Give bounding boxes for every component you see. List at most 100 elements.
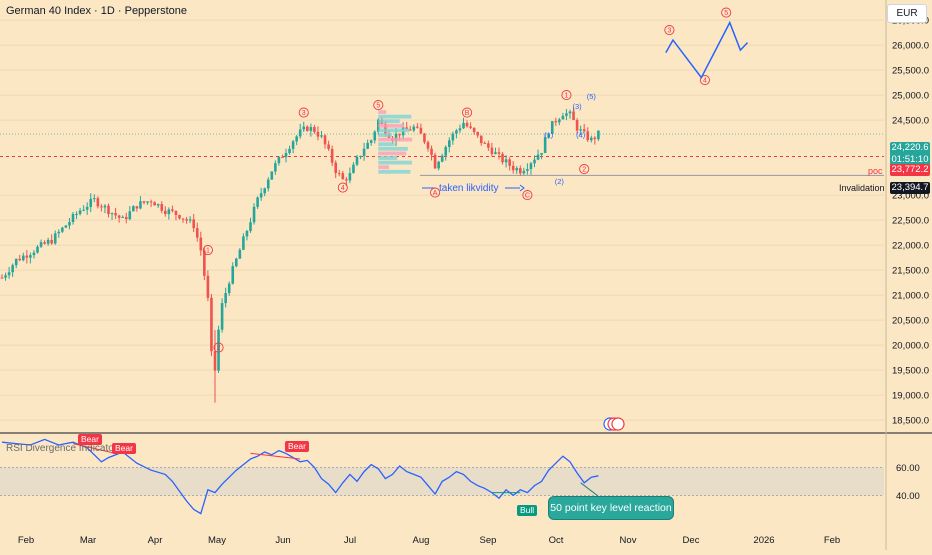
candle-body <box>0 277 4 279</box>
candle-body <box>277 156 281 164</box>
sub-wave-label: (3) <box>573 102 583 111</box>
sub-wave-label: (5) <box>587 92 597 101</box>
candle-body <box>487 143 490 148</box>
candle-body <box>479 135 483 144</box>
candle-body <box>494 152 497 154</box>
candle-body <box>295 136 298 142</box>
candle-body <box>220 303 224 330</box>
wave-marker-circle <box>298 107 309 118</box>
candle-body <box>597 130 600 140</box>
candle-body <box>330 148 334 163</box>
rsi-panel-title: RSI Divergence Indicator 14 <box>6 443 132 454</box>
rsi-bull-label: Bull <box>517 505 538 516</box>
candle-body <box>291 141 295 149</box>
candle-body <box>25 255 29 258</box>
candle-body <box>274 163 277 172</box>
candle-body <box>345 179 348 181</box>
candle-body <box>323 135 327 145</box>
candle-body <box>270 171 274 180</box>
candle-body <box>121 216 124 218</box>
wave-marker-label: 3 <box>667 28 671 35</box>
candle-body <box>547 133 550 138</box>
y-tick-label: 25,000.0 <box>892 91 929 102</box>
candle-body <box>423 133 426 143</box>
projection-path <box>665 20 749 80</box>
wave-marker-circle <box>213 342 224 353</box>
volume-profile-bar <box>378 151 407 156</box>
candle-body <box>149 201 153 203</box>
candle-body <box>167 209 171 215</box>
candle-body <box>433 154 437 169</box>
volume-profile-bar <box>378 137 413 142</box>
candle-body <box>419 127 423 134</box>
candle-body <box>462 122 465 129</box>
wave-marker-circle <box>337 182 348 193</box>
wave-marker-circle <box>561 90 572 101</box>
candle-body <box>256 197 259 207</box>
candle-body <box>195 228 199 238</box>
candle-body <box>451 133 455 141</box>
x-tick-label: Mar <box>80 535 96 546</box>
candle-body <box>64 225 68 228</box>
candle-body <box>575 120 579 131</box>
wave-marker-circle <box>202 245 213 256</box>
wave-marker-label: C <box>525 193 530 200</box>
volume-profile-bar <box>378 110 387 114</box>
candle-body <box>394 133 398 141</box>
candle-body <box>128 211 132 220</box>
candle-body <box>203 250 206 276</box>
x-tick-label: Jul <box>344 535 356 546</box>
candle-body <box>185 219 188 221</box>
volume-profile-bar <box>378 160 412 165</box>
rsi-bear-label: Bear <box>112 443 136 454</box>
candle-body <box>36 246 39 253</box>
callout-pointer <box>580 482 599 497</box>
y-tick-label: 26,000.0 <box>892 41 929 52</box>
candle-body <box>14 258 18 266</box>
candle-body <box>483 143 487 145</box>
candle-body <box>302 126 306 130</box>
liquidity-arrow-head <box>519 184 525 192</box>
candle-body <box>82 209 85 211</box>
candle-body <box>320 135 323 137</box>
candle-body <box>32 252 36 256</box>
candle-body <box>408 129 412 131</box>
volume-profile-bar <box>378 142 395 147</box>
candle-body <box>153 202 156 206</box>
wave-marker-label: 1 <box>206 248 210 255</box>
wave-marker-label: 2 <box>217 345 221 352</box>
candle-body <box>565 113 568 116</box>
candle-body <box>171 209 174 211</box>
candle-body <box>266 179 270 189</box>
candle-body <box>316 131 320 137</box>
x-tick-label: Dec <box>683 535 700 546</box>
candle-body <box>511 165 515 171</box>
current-price-box: 24,220.6 01:51:10 <box>890 142 930 166</box>
candle-body <box>348 173 352 181</box>
candle-body <box>366 142 369 149</box>
candle-body <box>586 131 590 141</box>
candle-body <box>281 156 284 158</box>
volume-profile-bar <box>378 146 408 151</box>
candle-body <box>231 266 235 284</box>
poc-label: poc <box>868 166 883 176</box>
candle-body <box>164 210 167 215</box>
candle-body <box>107 205 110 215</box>
candle-body <box>337 173 341 175</box>
candle-body <box>448 140 451 148</box>
x-tick-label: Apr <box>148 535 163 546</box>
y-tick-label: 20,500.0 <box>892 316 929 327</box>
candle-body <box>178 214 181 219</box>
candle-body <box>504 159 508 163</box>
y-tick-label: 23,000.0 <box>892 191 929 202</box>
currency-selector[interactable]: EUR <box>887 4 927 23</box>
candle-body <box>519 168 522 174</box>
candle-body <box>298 129 302 137</box>
wave-marker-circle <box>522 190 533 201</box>
candle-body <box>142 201 146 203</box>
candle-body <box>522 170 526 174</box>
x-tick-label: Feb <box>824 535 840 546</box>
volume-profile-bar <box>378 165 390 170</box>
